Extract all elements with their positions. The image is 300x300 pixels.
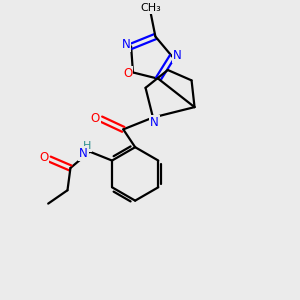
- Text: N: N: [150, 116, 159, 129]
- Text: H: H: [83, 141, 92, 151]
- Text: O: O: [39, 151, 48, 164]
- Text: N: N: [122, 38, 130, 51]
- Text: CH₃: CH₃: [141, 3, 161, 13]
- Text: N: N: [79, 147, 88, 160]
- Text: O: O: [90, 112, 100, 125]
- Text: O: O: [123, 68, 132, 80]
- Text: N: N: [173, 49, 182, 62]
